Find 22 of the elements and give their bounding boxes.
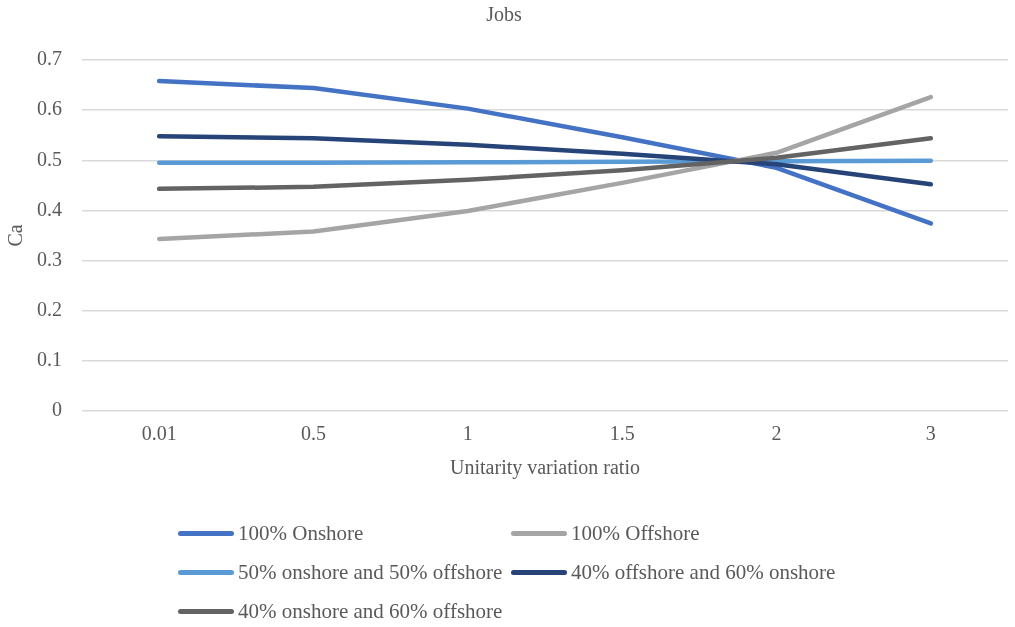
y-axis-title: Ca [4,224,27,247]
y-tick-label: 0.5 [37,147,62,170]
legend-label: 100% Onshore [238,521,364,546]
x-tick-label: 2 [771,422,782,445]
x-tick-label: 1 [462,422,473,445]
y-tick-label: 0.6 [37,97,62,120]
y-tick-label: 0.3 [37,247,62,270]
y-tick-label: 0.4 [37,197,62,220]
legend-label: 40% offshore and 60% onshore [571,560,836,585]
y-tick-label: 0 [52,398,62,421]
legend-label: 100% Offshore [571,521,700,546]
chart-title: Jobs [486,3,522,26]
legend-label: 50% onshore and 50% offshore [238,560,503,585]
x-tick-label: 3 [925,422,936,445]
y-tick-label: 0.1 [37,348,62,371]
x-tick-label: 0.01 [141,422,177,445]
y-tick-label: 0.2 [37,297,62,320]
y-tick-label: 0.7 [37,47,62,70]
legend-label: 40% onshore and 60% offshore [238,599,503,624]
x-axis-title: Unitarity variation ratio [450,456,640,480]
x-tick-label: 1.5 [609,422,635,445]
x-tick-label: 0.5 [301,422,326,445]
